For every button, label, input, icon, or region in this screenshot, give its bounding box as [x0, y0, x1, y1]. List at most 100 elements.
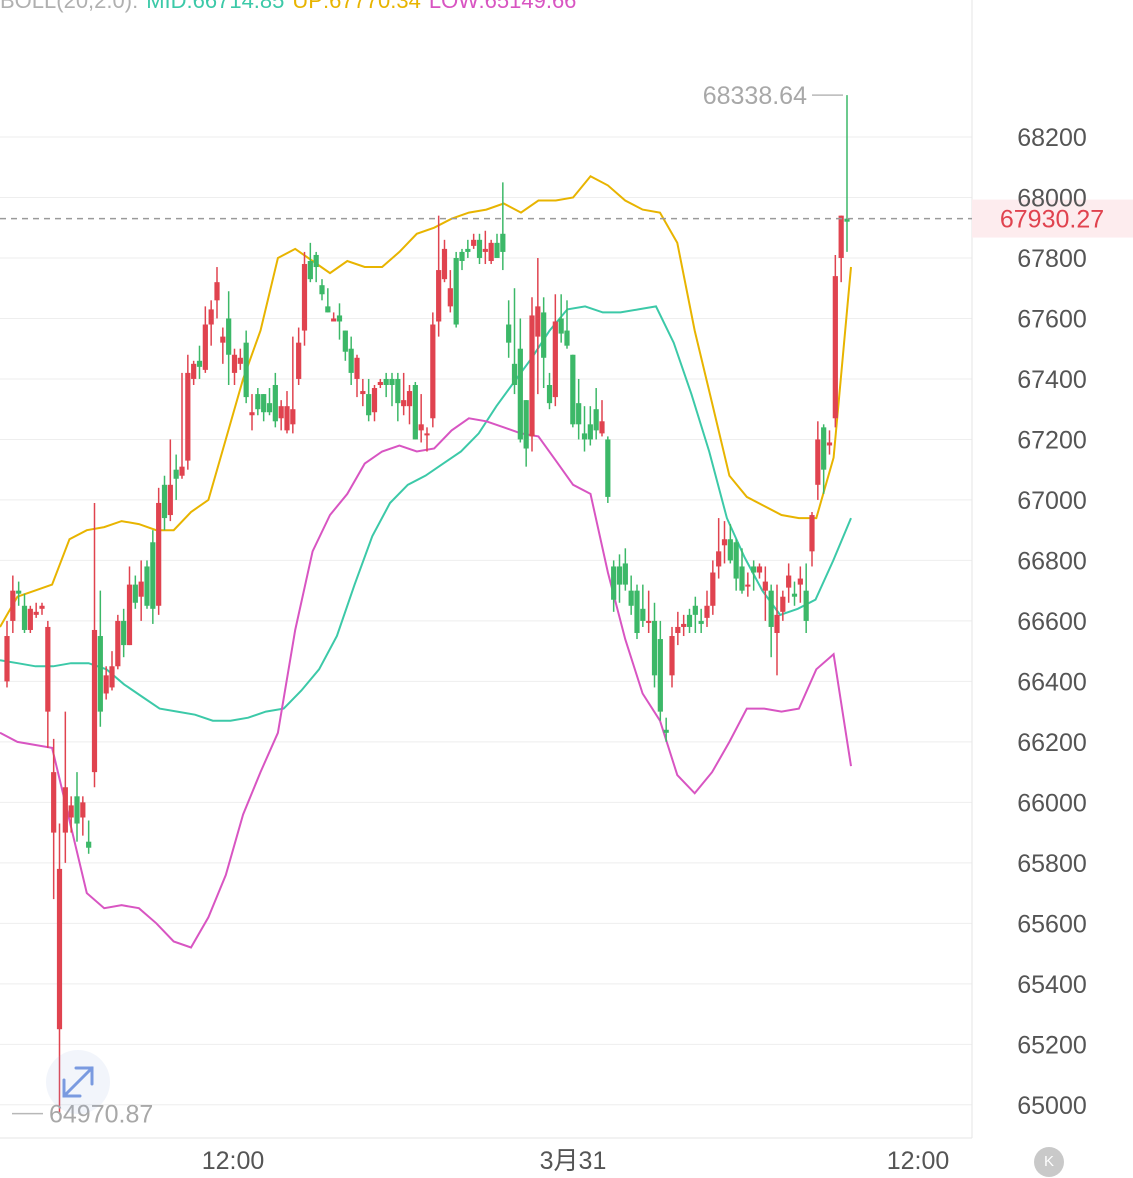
candle[interactable]	[401, 372, 407, 416]
candle[interactable]	[138, 560, 144, 621]
candle[interactable]	[535, 257, 541, 395]
candle[interactable]	[663, 717, 669, 742]
candle[interactable]	[255, 388, 261, 416]
candle[interactable]	[383, 372, 389, 398]
candle[interactable]	[809, 512, 815, 567]
candle[interactable]	[570, 354, 576, 428]
candle[interactable]	[62, 711, 68, 863]
candle[interactable]	[500, 182, 506, 271]
candle[interactable]	[126, 566, 133, 646]
candle[interactable]	[558, 294, 564, 343]
candle[interactable]	[482, 230, 488, 265]
candle[interactable]	[675, 611, 681, 646]
candle[interactable]	[115, 614, 121, 670]
candle[interactable]	[511, 288, 518, 395]
candle[interactable]	[739, 548, 745, 594]
candle[interactable]	[815, 421, 821, 500]
candle[interactable]	[10, 575, 16, 634]
candle[interactable]	[494, 233, 500, 258]
candle[interactable]	[844, 95, 850, 252]
candle[interactable]	[786, 563, 792, 603]
candle[interactable]	[161, 475, 168, 531]
candle[interactable]	[838, 215, 844, 283]
candle[interactable]	[436, 215, 442, 337]
candle[interactable]	[237, 348, 243, 370]
candle[interactable]	[301, 251, 308, 346]
candle[interactable]	[453, 251, 459, 328]
candle[interactable]	[45, 620, 51, 748]
candle[interactable]	[616, 554, 623, 603]
candle[interactable]	[476, 233, 483, 265]
candle[interactable]	[103, 666, 109, 700]
candle[interactable]	[733, 539, 739, 591]
candle[interactable]	[599, 400, 605, 437]
candle[interactable]	[692, 596, 698, 634]
candle[interactable]	[109, 651, 115, 691]
candle[interactable]	[529, 297, 535, 452]
candle[interactable]	[121, 608, 127, 658]
candle[interactable]	[412, 381, 418, 440]
candle[interactable]	[272, 372, 278, 428]
candle[interactable]	[68, 796, 74, 833]
candle[interactable]	[167, 439, 173, 522]
candle[interactable]	[91, 502, 98, 788]
candle[interactable]	[581, 406, 588, 452]
candle[interactable]	[686, 608, 693, 634]
candle[interactable]	[354, 354, 360, 398]
candle[interactable]	[774, 584, 780, 676]
candle[interactable]	[261, 394, 267, 422]
candle[interactable]	[745, 572, 751, 597]
candle[interactable]	[418, 394, 424, 443]
candle[interactable]	[196, 345, 203, 379]
candle[interactable]	[593, 388, 599, 440]
candle[interactable]	[751, 560, 757, 591]
candle[interactable]	[611, 560, 617, 612]
candle[interactable]	[319, 279, 325, 301]
candle[interactable]	[406, 385, 413, 425]
candle[interactable]	[144, 560, 150, 609]
candle[interactable]	[441, 239, 448, 283]
candle[interactable]	[832, 254, 838, 428]
candle[interactable]	[552, 294, 558, 407]
candle[interactable]	[430, 312, 436, 428]
candle[interactable]	[605, 436, 611, 503]
candle[interactable]	[541, 297, 547, 389]
candle[interactable]	[780, 590, 786, 621]
candle[interactable]	[768, 584, 774, 658]
candle[interactable]	[307, 242, 313, 283]
candle[interactable]	[348, 336, 354, 386]
candle[interactable]	[27, 605, 33, 634]
candle[interactable]	[377, 378, 383, 389]
candle[interactable]	[80, 796, 86, 836]
candle[interactable]	[208, 300, 214, 346]
candle[interactable]	[826, 430, 833, 455]
candle[interactable]	[150, 530, 156, 624]
k-icon[interactable]: K	[1034, 1147, 1064, 1177]
candle[interactable]	[313, 251, 319, 283]
candle[interactable]	[156, 487, 162, 615]
candle[interactable]	[132, 575, 138, 609]
candle[interactable]	[727, 524, 733, 564]
candle[interactable]	[86, 820, 92, 854]
candle[interactable]	[704, 590, 710, 627]
candle[interactable]	[21, 593, 28, 634]
candle[interactable]	[56, 823, 63, 1114]
candle[interactable]	[640, 584, 646, 627]
candle[interactable]	[74, 772, 80, 842]
candle[interactable]	[336, 303, 343, 340]
candle[interactable]	[622, 548, 628, 591]
candle[interactable]	[803, 563, 809, 634]
candle[interactable]	[331, 312, 337, 322]
candle[interactable]	[465, 239, 471, 258]
candle[interactable]	[634, 584, 640, 640]
candle[interactable]	[173, 454, 179, 500]
candle[interactable]	[366, 378, 372, 422]
candle[interactable]	[395, 372, 401, 422]
candle[interactable]	[710, 560, 716, 615]
candle[interactable]	[576, 378, 582, 440]
candle[interactable]	[179, 372, 185, 479]
candle[interactable]	[797, 566, 803, 603]
candle[interactable]	[97, 590, 103, 727]
candle[interactable]	[791, 581, 798, 606]
candle[interactable]	[191, 360, 197, 386]
